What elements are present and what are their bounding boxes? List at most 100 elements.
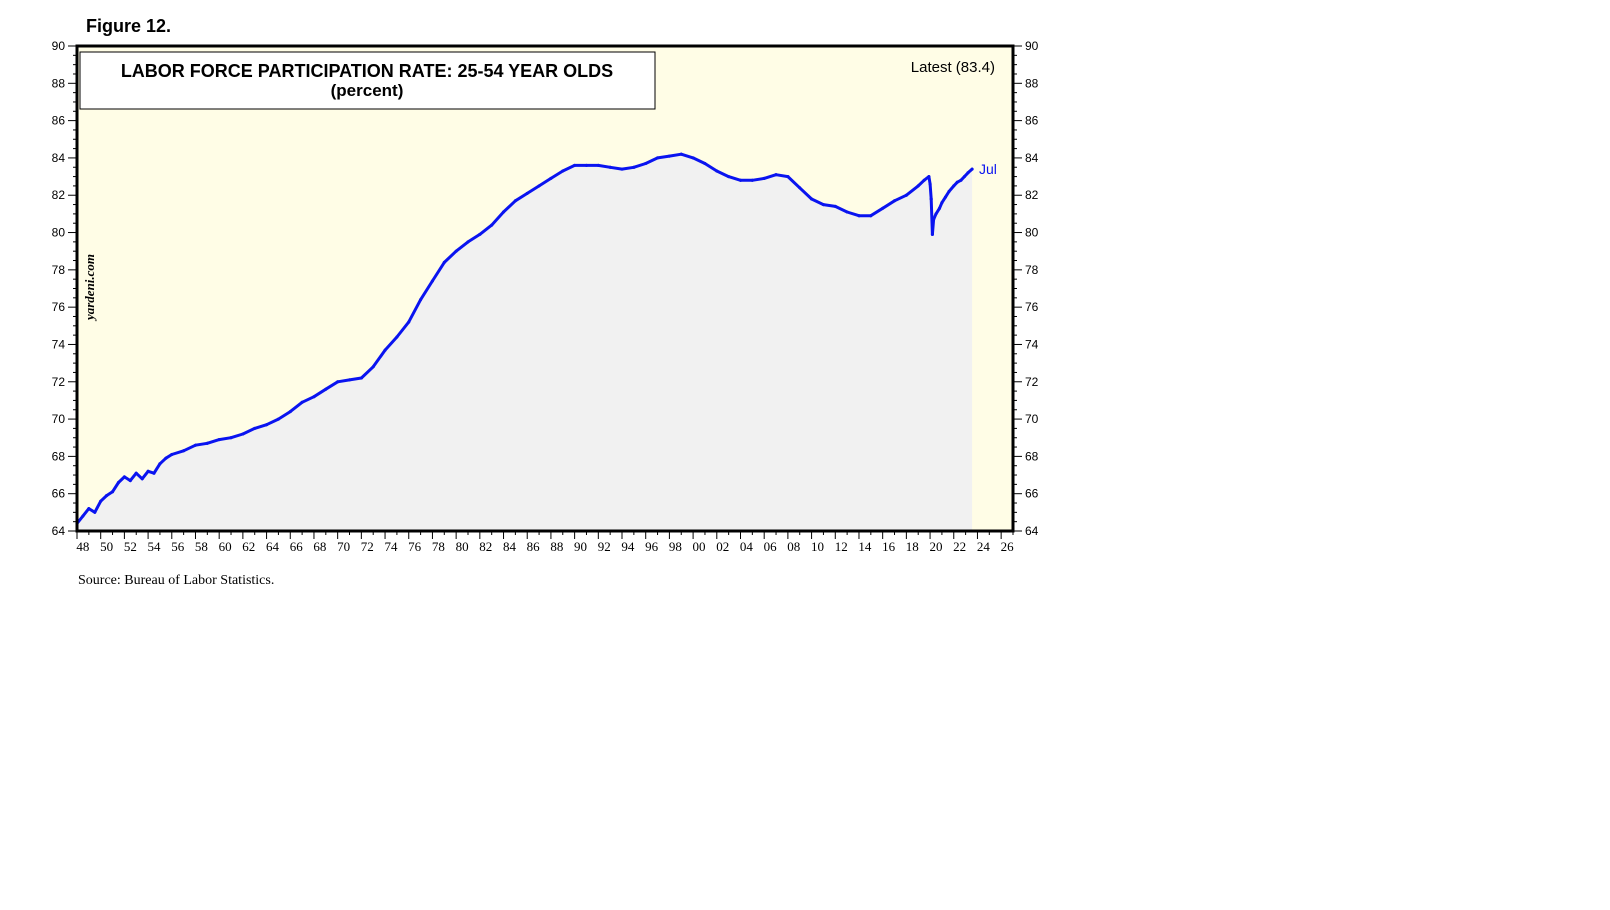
y-tick-label-left: 86 [52, 114, 66, 128]
series-line-segment [561, 163, 577, 173]
x-tick-label: 18 [906, 539, 919, 554]
series-line-segment [810, 197, 825, 207]
series-point [371, 365, 375, 369]
series-point [833, 204, 837, 208]
series-line-segment [644, 156, 660, 165]
series-line-segment [217, 436, 233, 442]
series-point [140, 477, 144, 481]
series-point [359, 376, 363, 380]
series-point [893, 199, 896, 203]
x-tick-label: 50 [100, 539, 113, 554]
series-point [466, 240, 470, 244]
series-point [845, 210, 849, 214]
series-line-segment [371, 348, 387, 369]
series-point [99, 499, 103, 503]
series-point [87, 507, 91, 511]
series-line-segment [478, 223, 494, 236]
series-line-segment [430, 260, 446, 283]
x-tick-label: 74 [384, 539, 398, 554]
series-line-segment [111, 481, 120, 494]
series-point [934, 212, 938, 216]
y-tick-label-right: 74 [1025, 337, 1039, 351]
series-end-label: Jul [979, 161, 997, 177]
series-line-segment [407, 298, 423, 324]
series-point [276, 417, 280, 421]
series-point [490, 223, 494, 227]
series-point [442, 260, 446, 264]
series-line-segment [537, 176, 553, 188]
series-point [146, 469, 150, 473]
y-tick-label-left: 64 [52, 524, 66, 538]
series-line-segment [928, 182, 933, 201]
x-tick-label: 52 [124, 539, 137, 554]
series-line-segment [608, 165, 624, 171]
x-tick-label: 92 [598, 539, 611, 554]
x-tick-label: 00 [693, 539, 706, 554]
series-point [194, 443, 197, 447]
x-tick-label: 70 [337, 539, 350, 554]
series-line-segment [691, 156, 707, 165]
series-line-segment [750, 176, 766, 182]
x-tick-label: 08 [787, 539, 800, 554]
series-line-segment [348, 376, 363, 382]
x-tick-label: 26 [1001, 539, 1015, 554]
series-point [561, 169, 565, 173]
series-point [454, 249, 458, 253]
series-point [128, 479, 132, 483]
series-line-segment [762, 173, 778, 180]
series-line-segment [596, 163, 612, 169]
series-line-segment [774, 173, 790, 179]
series-point [930, 232, 934, 236]
series-line-segment [442, 249, 458, 264]
y-tick-label-left: 70 [52, 412, 66, 426]
x-tick-label: 02 [716, 539, 729, 554]
series-line-segment [656, 154, 671, 160]
series-point [620, 167, 624, 171]
series-point [158, 462, 162, 466]
series-line-segment [253, 423, 269, 430]
series-line-segment [312, 387, 328, 399]
x-tick-label: 04 [740, 539, 754, 554]
series-point [336, 380, 340, 384]
series-line-segment [930, 218, 936, 236]
series-line [75, 152, 974, 525]
series-point [774, 173, 778, 177]
y-axis-left: 64 66 68 70 72 74 76 78 80 82 84 86 88 90 [52, 39, 77, 538]
series-point [117, 481, 120, 484]
series-line-segment [288, 400, 304, 414]
x-tick-label: 76 [408, 539, 422, 554]
series-point [383, 348, 387, 352]
x-tick-label: 58 [195, 539, 208, 554]
y-tick-label-right: 86 [1025, 114, 1039, 128]
series-point [324, 387, 328, 391]
series-point [478, 232, 482, 236]
x-tick-label: 54 [148, 539, 162, 554]
series-line-segment [715, 169, 731, 179]
series-point [928, 182, 932, 186]
series-point [608, 165, 612, 169]
series-point [922, 178, 926, 182]
x-tick-label: 06 [764, 539, 778, 554]
series-point [419, 298, 423, 302]
series-point [970, 167, 974, 171]
y-tick-label-left: 84 [52, 151, 66, 165]
series-point [929, 197, 933, 201]
x-tick-label: 90 [574, 539, 587, 554]
series-point [881, 206, 885, 210]
x-tick-label: 88 [550, 539, 563, 554]
x-tick-label: 56 [171, 539, 185, 554]
series-line-segment [549, 169, 565, 180]
series-line-segment [140, 469, 150, 481]
series-point [927, 175, 931, 179]
y-tick-label-left: 90 [52, 39, 66, 53]
series-point [573, 163, 577, 167]
series-point [952, 184, 956, 188]
series-line-segment [152, 462, 162, 475]
x-tick-label: 94 [621, 539, 635, 554]
chart-title: LABOR FORCE PARTICIPATION RATE: 25-54 YE… [121, 61, 613, 81]
series-point [300, 400, 304, 404]
y-tick-label-left: 72 [52, 375, 66, 389]
y-axis-right: 64 66 68 70 72 74 76 78 80 82 84 86 88 90 [1013, 39, 1039, 538]
watermark: yardeni.com [82, 254, 97, 322]
